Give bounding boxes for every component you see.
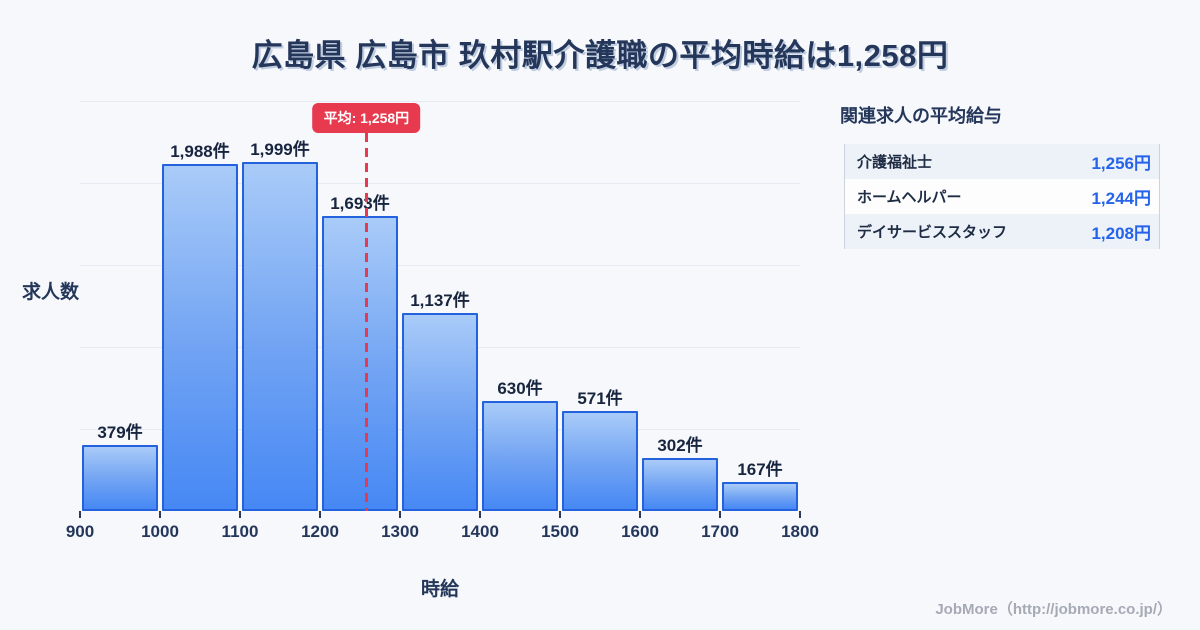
gridline xyxy=(80,265,800,266)
x-axis-tick xyxy=(319,511,321,518)
mean-line xyxy=(364,118,368,511)
x-axis-tick xyxy=(639,511,641,518)
histogram-bar xyxy=(482,401,558,511)
related-jobs-table: 介護福祉士 1,256円 ホームヘルパー 1,244円 デイサービススタッフ 1… xyxy=(844,144,1160,249)
x-tick-label: 1700 xyxy=(701,522,739,541)
job-wage: 1,208円 xyxy=(1091,224,1151,243)
x-axis-tick xyxy=(159,511,161,518)
histogram-bar xyxy=(322,216,398,511)
table-row: ホームヘルパー 1,244円 xyxy=(845,179,1159,214)
x-axis-tick xyxy=(719,511,721,518)
job-wage: 1,244円 xyxy=(1091,189,1151,208)
bar-value-label: 167件 xyxy=(737,460,783,479)
gridline xyxy=(80,101,800,102)
histogram-bar xyxy=(82,445,158,511)
bar-value-label: 379件 xyxy=(97,423,143,442)
histogram-bar xyxy=(722,482,798,511)
mean-badge: 平均: 1,258円 xyxy=(312,103,421,133)
x-axis-tick xyxy=(799,511,801,518)
job-wage: 1,256円 xyxy=(1091,154,1151,173)
x-tick-label: 900 xyxy=(65,522,95,541)
table-row: 介護福祉士 1,256円 xyxy=(845,144,1159,179)
x-tick-label: 1000 xyxy=(141,522,179,541)
histogram-bar xyxy=(162,164,238,511)
job-label: 介護福祉士 xyxy=(857,154,933,171)
x-tick-label: 1300 xyxy=(381,522,419,541)
x-axis-tick xyxy=(239,511,241,518)
related-jobs-panel: 関連求人の平均給与 介護福祉士 1,256円 ホームヘルパー 1,244円 デイ… xyxy=(840,102,1160,249)
x-tick-label: 1600 xyxy=(621,522,659,541)
histogram-bar xyxy=(642,458,718,511)
histogram-bar xyxy=(242,162,318,511)
x-tick-label: 1800 xyxy=(781,522,819,541)
panel-title: 関連求人の平均給与 xyxy=(840,106,1002,126)
x-tick-label: 1200 xyxy=(301,522,339,541)
page-title: 広島県 広島市 玖村駅介護職の平均時給は1,258円 xyxy=(251,38,949,73)
job-label: デイサービススタッフ xyxy=(857,224,1008,241)
job-label: ホームヘルパー xyxy=(857,189,962,206)
bar-value-label: 302件 xyxy=(657,436,703,455)
x-tick-label: 1500 xyxy=(541,522,579,541)
bar-value-label: 1,999件 xyxy=(250,140,310,159)
bar-value-label: 1,137件 xyxy=(410,291,470,310)
x-axis-tick xyxy=(479,511,481,518)
x-axis-tick xyxy=(399,511,401,518)
bar-value-label: 630件 xyxy=(497,379,543,398)
brand-credit: JobMore（http://jobmore.co.jp/） xyxy=(935,601,1172,618)
x-tick-label: 1400 xyxy=(461,522,499,541)
y-axis-title: 求人数 xyxy=(22,282,80,303)
x-axis-tick xyxy=(79,511,81,518)
table-row: デイサービススタッフ 1,208円 xyxy=(845,214,1159,249)
x-axis-tick xyxy=(559,511,561,518)
gridline xyxy=(80,183,800,184)
histogram-bar xyxy=(402,313,478,511)
bar-value-label: 1,988件 xyxy=(170,142,230,161)
x-tick-label: 1100 xyxy=(221,522,259,541)
x-axis-title: 時給 xyxy=(420,579,459,600)
histogram-bar xyxy=(562,411,638,511)
bar-value-label: 1,693件 xyxy=(330,194,390,213)
bar-value-label: 571件 xyxy=(577,389,623,408)
plot-area: 平均: 1,258円 379件 1,988件 1,999件 1,693件 1,137件 6… xyxy=(66,101,819,541)
